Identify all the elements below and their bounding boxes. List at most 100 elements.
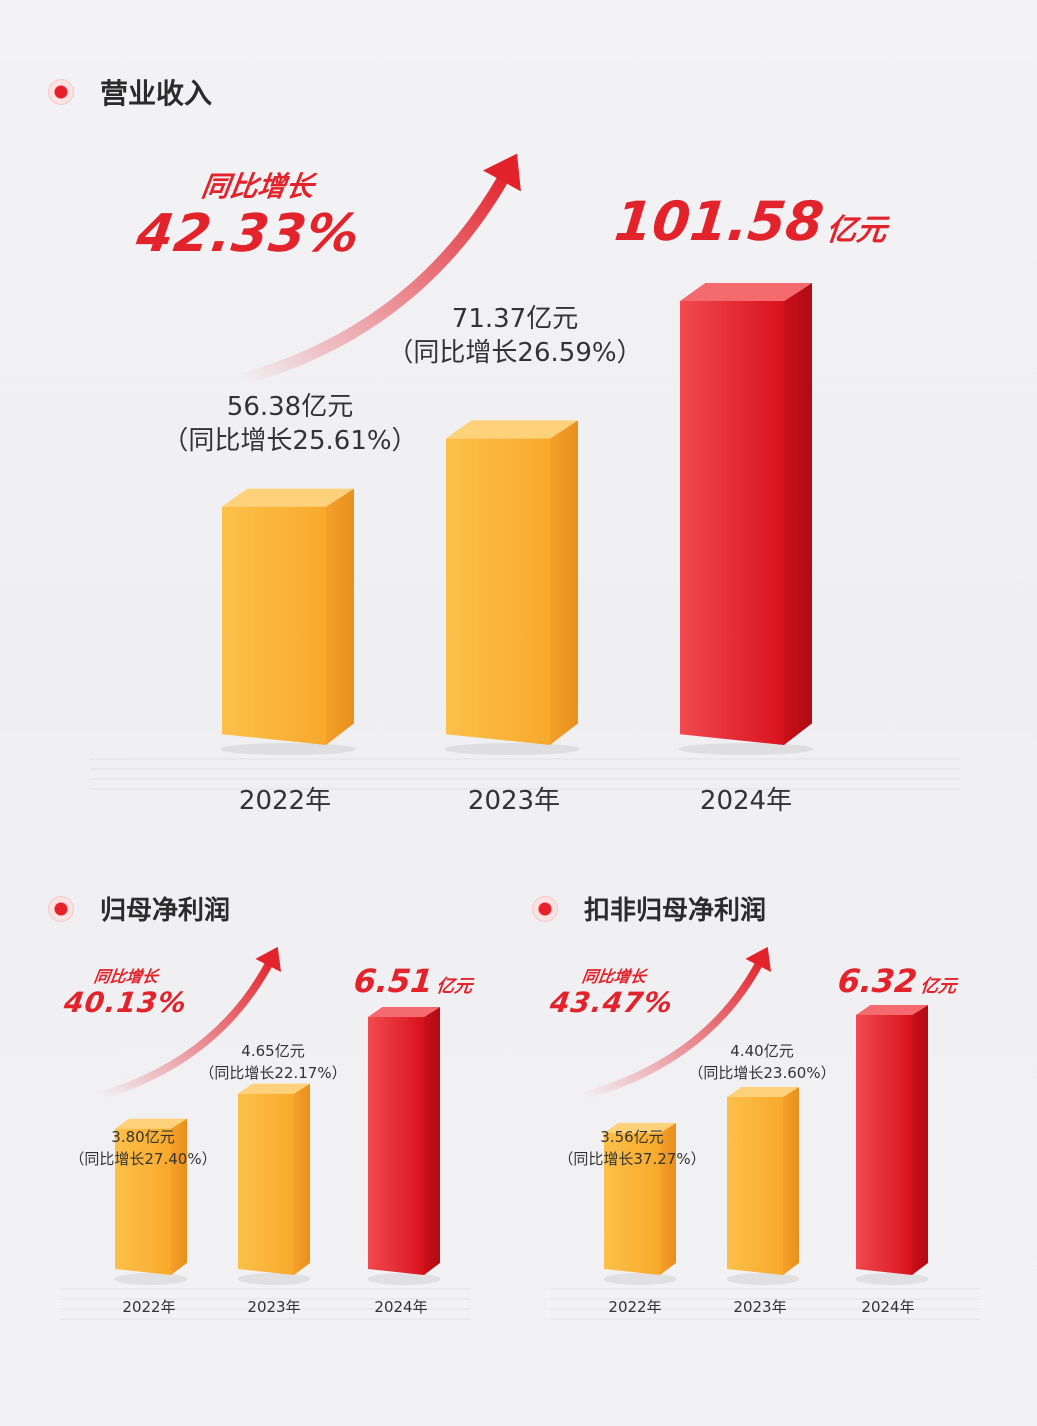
growth-value: 43.47% [548, 986, 676, 1019]
bar-label-2023: 4.65亿元 （同比增长22.17%） [193, 1040, 353, 1084]
bar-front-face [446, 438, 550, 745]
growth-arrow [580, 954, 766, 1100]
bar-growth-text: （同比增长37.27%） [558, 1150, 706, 1168]
year-label-2023: 2023年 [247, 1298, 301, 1316]
bullet-icon [48, 895, 74, 922]
bar-top-face [115, 1118, 187, 1129]
bar-value-text: 56.38亿元 [226, 392, 354, 422]
highlight-value: 101.58亿元 [612, 190, 891, 253]
bar-shadow [220, 743, 356, 755]
revenue-bar-chart [90, 153, 960, 790]
bar-side-face [912, 1005, 928, 1275]
growth-label: 同比增长 [92, 967, 160, 986]
highlight-number: 6.32 [836, 962, 919, 1000]
year-label-2022: 2022年 [238, 786, 332, 816]
bullet-icon [532, 895, 558, 922]
bar-2023年 [726, 1087, 800, 1285]
section-title: 归母净利润 [100, 896, 231, 926]
bar-label-2022: 56.38亿元 （同比增长25.61%） [160, 390, 420, 458]
bar-value-text: 4.65亿元 [241, 1042, 305, 1060]
growth-callout: 同比增长 43.47% [548, 963, 678, 1019]
bar-top-face [604, 1122, 676, 1133]
bar-side-face [783, 1087, 799, 1275]
bar-2022年 [220, 488, 356, 755]
bar-side-face [550, 420, 578, 745]
revenue-section: 营业收入 同比增长 42.33% 101.58亿元 56.38亿元 （同比增长2… [48, 72, 960, 816]
growth-value: 40.13% [62, 986, 190, 1019]
section-header: 扣非归母净利润 [532, 890, 766, 927]
growth-value: 42.33% [132, 204, 364, 264]
bar-2022年 [603, 1122, 677, 1285]
bar-front-face [680, 301, 784, 745]
bar-value-text: 4.40亿元 [730, 1042, 794, 1060]
bar-growth-text: （同比增长26.59%） [387, 338, 643, 368]
bar-front-face [368, 1017, 424, 1275]
growth-label: 同比增长 [580, 967, 648, 986]
bar-growth-text: （同比增长22.17%） [199, 1064, 347, 1082]
highlight-value: 6.51亿元 [352, 962, 475, 1000]
bar-front-face [238, 1093, 294, 1275]
growth-arrow-head [255, 946, 282, 972]
bar-value-text: 3.80亿元 [111, 1128, 175, 1146]
bar-shadow [603, 1273, 677, 1285]
bar-2023年 [237, 1083, 311, 1285]
bar-shadow [726, 1273, 800, 1285]
highlight-unit: 亿元 [919, 976, 958, 997]
highlight-number: 6.51 [352, 962, 435, 1000]
bar-top-face [222, 488, 354, 507]
bar-shadow [855, 1273, 929, 1285]
bar-label-2022: 3.80亿元 （同比增长27.40%） [63, 1126, 223, 1170]
bullet-icon [48, 79, 74, 105]
year-label-2022: 2022年 [608, 1298, 662, 1316]
year-label-2024: 2024年 [861, 1298, 915, 1316]
growth-arrow-head [483, 153, 521, 192]
section-header: 营业收入 [48, 72, 212, 112]
adjusted-net-profit-section: 扣非归母净利润 同比增长 43.47% 6.32亿元 3.56亿元 （同比增长3… [500, 860, 1037, 1340]
highlight-unit: 亿元 [824, 213, 889, 248]
bar-front-face [727, 1097, 783, 1275]
bar-side-face [294, 1083, 310, 1275]
bar-shadow [237, 1273, 311, 1285]
bar-2024年 [678, 283, 814, 755]
bar-front-face [222, 506, 326, 745]
bar-side-face [784, 283, 812, 745]
bar-side-face [171, 1118, 187, 1275]
bar-side-face [660, 1122, 676, 1275]
bar-front-face [115, 1128, 171, 1275]
adjusted-net-profit-bar-chart [550, 946, 980, 1320]
bar-growth-text: （同比增长25.61%） [162, 426, 418, 456]
bar-front-face [856, 1015, 912, 1275]
bar-side-face [424, 1007, 440, 1275]
growth-arrow [234, 164, 514, 386]
year-label-2024: 2024年 [699, 786, 793, 816]
highlight-number: 101.58 [611, 190, 827, 253]
bar-top-face [368, 1007, 440, 1017]
bar-label-2023: 71.37亿元 （同比增长26.59%） [380, 302, 650, 370]
bar-top-face [680, 283, 812, 301]
section-title: 营业收入 [100, 77, 213, 110]
highlight-unit: 亿元 [435, 976, 474, 997]
year-label-2024: 2024年 [374, 1298, 428, 1316]
growth-callout: 同比增长 40.13% [62, 963, 192, 1019]
bar-shadow [444, 743, 580, 755]
net-profit-section: 归母净利润 同比增长 40.13% 6.51亿元 3.80亿元 （同比增长27.… [0, 860, 500, 1340]
bar-top-face [446, 420, 578, 439]
year-label-2023: 2023年 [467, 786, 561, 816]
year-label-2023: 2023年 [733, 1298, 787, 1316]
bar-shadow [114, 1273, 188, 1285]
growth-arrow [96, 954, 276, 1100]
bar-label-2023: 4.40亿元 （同比增长23.60%） [682, 1040, 842, 1084]
bar-top-face [727, 1087, 799, 1098]
growth-callout: 同比增长 42.33% [132, 165, 369, 264]
bar-growth-text: （同比增长23.60%） [688, 1064, 836, 1082]
bar-side-face [326, 488, 354, 745]
bar-top-face [856, 1005, 928, 1015]
growth-label: 同比增长 [199, 170, 317, 203]
bar-growth-text: （同比增长27.40%） [69, 1150, 217, 1168]
section-title: 扣非归母净利润 [584, 896, 767, 926]
bar-top-face [238, 1083, 310, 1094]
bar-2024年 [367, 1007, 441, 1285]
section-header: 归母净利润 [48, 890, 230, 927]
bar-2023年 [444, 420, 580, 755]
year-label-2022: 2022年 [122, 1298, 176, 1316]
